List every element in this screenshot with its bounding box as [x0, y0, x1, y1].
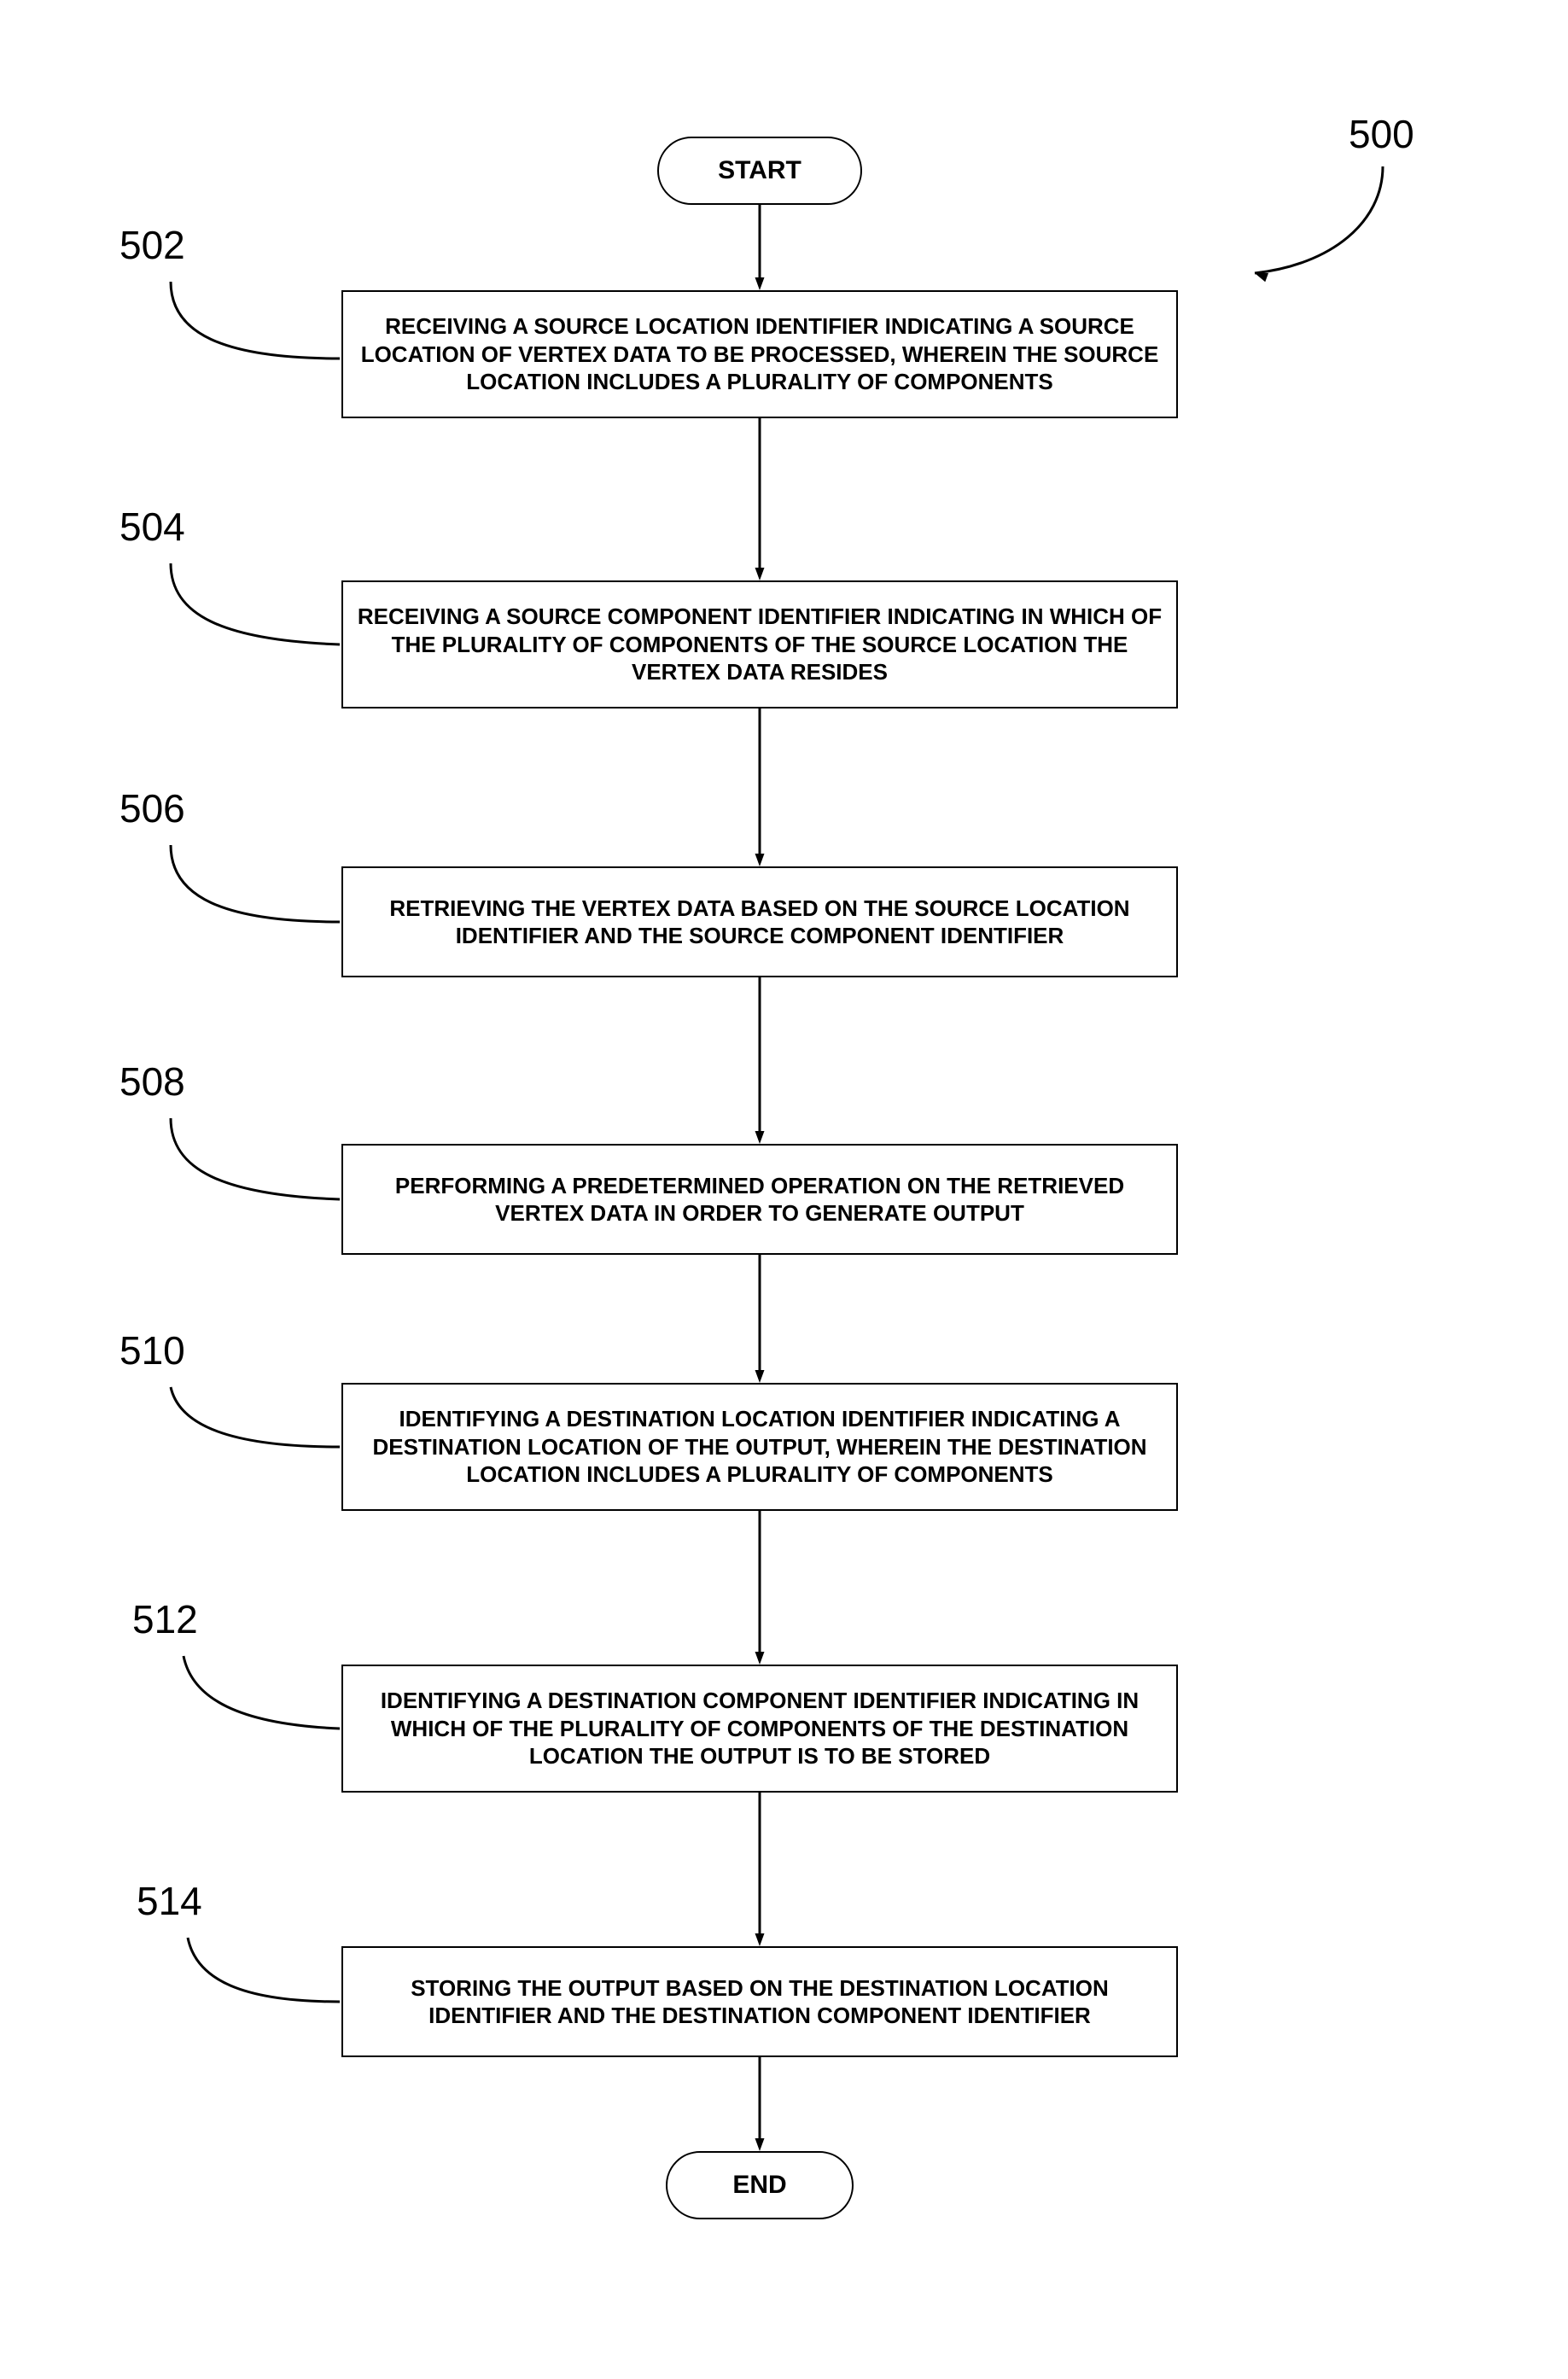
flow-node-start: START [657, 137, 862, 205]
ref-label-502: 502 [119, 222, 185, 268]
flow-node-text: STORING THE OUTPUT BASED ON THE DESTINAT… [343, 1974, 1176, 2030]
flow-node-text: IDENTIFYING A DESTINATION COMPONENT IDEN… [343, 1687, 1176, 1770]
ref-label-506: 506 [119, 785, 185, 831]
flow-node-text: RECEIVING A SOURCE LOCATION IDENTIFIER I… [343, 312, 1176, 396]
ref-label-514: 514 [137, 1878, 202, 1924]
ref-label-510: 510 [119, 1327, 185, 1373]
ref-label-512: 512 [132, 1596, 198, 1642]
flow-node-n514: STORING THE OUTPUT BASED ON THE DESTINAT… [341, 1946, 1178, 2057]
flow-node-n508: PERFORMING A PREDETERMINED OPERATION ON … [341, 1144, 1178, 1255]
flow-node-n506: RETRIEVING THE VERTEX DATA BASED ON THE … [341, 866, 1178, 977]
flow-node-n502: RECEIVING A SOURCE LOCATION IDENTIFIER I… [341, 290, 1178, 418]
flowchart-page: START RECEIVING A SOURCE LOCATION IDENTIF… [0, 0, 1568, 2379]
ref-label-504: 504 [119, 504, 185, 550]
flow-node-text: IDENTIFYING A DESTINATION LOCATION IDENT… [343, 1405, 1176, 1489]
flow-node-text: END [722, 2169, 796, 2201]
ref-label-508: 508 [119, 1058, 185, 1105]
flow-node-n512: IDENTIFYING A DESTINATION COMPONENT IDEN… [341, 1665, 1178, 1793]
flow-node-text: RETRIEVING THE VERTEX DATA BASED ON THE … [343, 895, 1176, 950]
flow-node-n504: RECEIVING A SOURCE COMPONENT IDENTIFIER … [341, 580, 1178, 708]
flow-node-text: START [708, 155, 812, 187]
flow-node-n510: IDENTIFYING A DESTINATION LOCATION IDENT… [341, 1383, 1178, 1511]
flow-node-text: PERFORMING A PREDETERMINED OPERATION ON … [343, 1172, 1176, 1227]
flow-node-end: END [666, 2151, 854, 2219]
ref-label-500: 500 [1349, 111, 1414, 157]
flow-node-text: RECEIVING A SOURCE COMPONENT IDENTIFIER … [343, 603, 1176, 686]
